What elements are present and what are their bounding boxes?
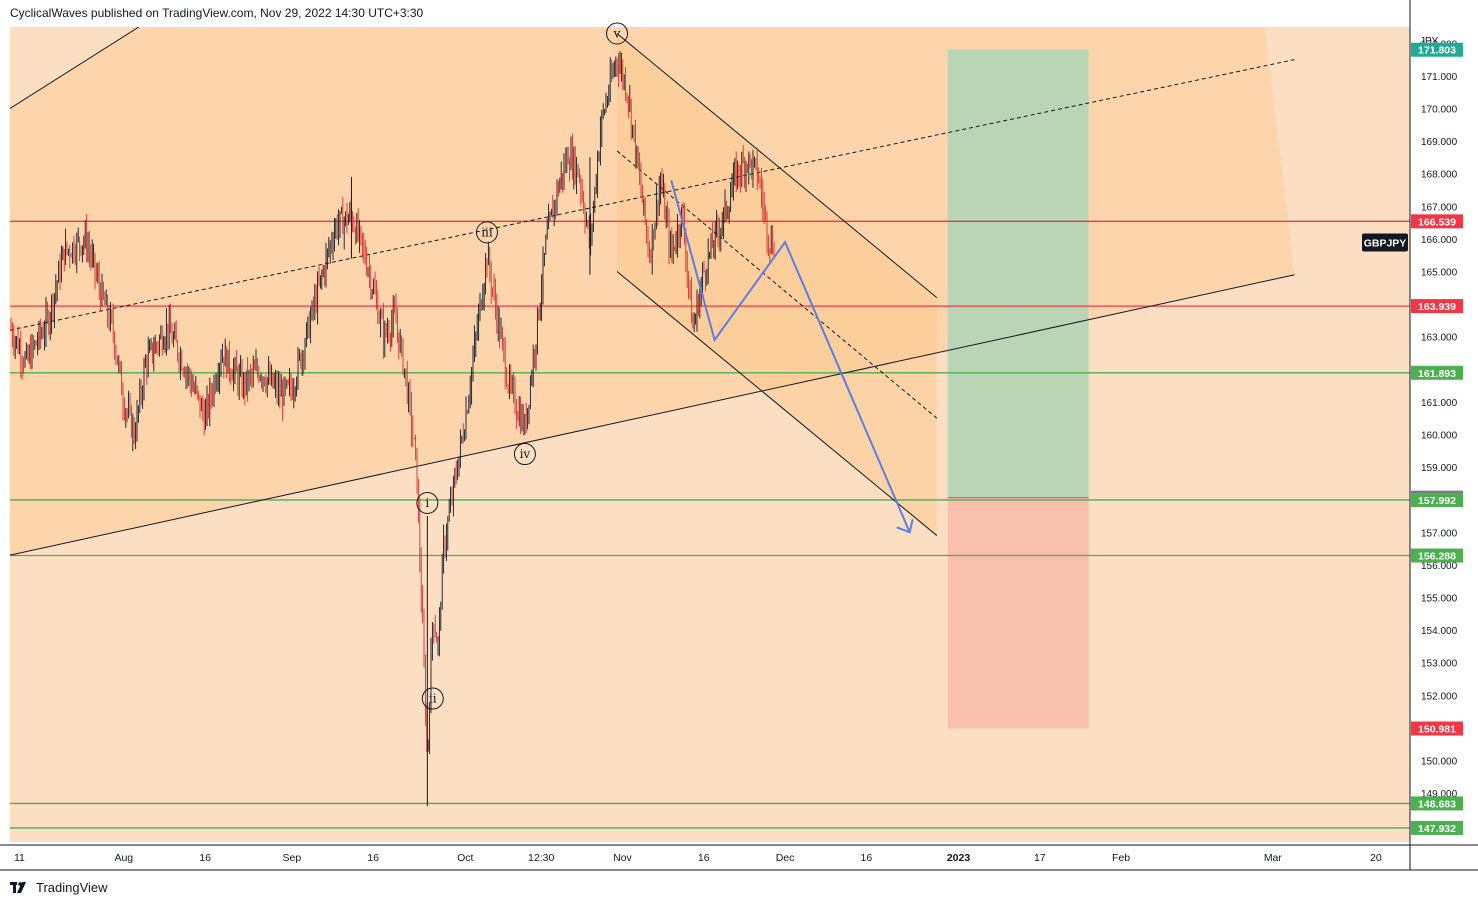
y-tick-label: 154.000	[1421, 626, 1458, 637]
falling-channel-upper	[616, 33, 938, 298]
tradingview-logo[interactable]: TradingView	[10, 880, 108, 895]
x-tick-label: 2023	[947, 852, 971, 864]
price-level-tag	[1411, 721, 1463, 736]
price-level-tag	[1411, 214, 1463, 229]
y-tick-label: 171.000	[1421, 72, 1458, 83]
projection	[670, 179, 914, 534]
y-tick-label: 170.000	[1421, 105, 1458, 116]
x-tick-label: Oct	[457, 852, 473, 864]
price-level-label: 171.803	[1418, 45, 1456, 57]
y-tick-label: 153.000	[1421, 659, 1458, 670]
price-level-tag	[1411, 365, 1463, 380]
price-level-label: 150.981	[1418, 724, 1456, 736]
rising-channel-upper	[10, 27, 140, 109]
x-tick-label: Aug	[114, 852, 133, 864]
price-level-label: 157.992	[1418, 495, 1456, 507]
price-level-label: 148.683	[1418, 798, 1456, 810]
falling-channel-lower	[616, 271, 938, 536]
tradingview-logo-icon	[10, 881, 26, 893]
wave-label-circle	[475, 221, 498, 244]
x-tick-label: Mar	[1264, 852, 1283, 864]
y-tick-label: 168.000	[1421, 170, 1458, 181]
y-tick-label: 152.000	[1421, 691, 1458, 702]
price-level-label: 166.539	[1418, 216, 1456, 228]
price-level-tag	[1411, 796, 1463, 811]
y-tick-label: 169.000	[1421, 137, 1458, 148]
symbol-tag	[1362, 233, 1408, 252]
stop-zone	[947, 497, 1089, 729]
x-tick-label: 16	[367, 852, 379, 864]
target-zone	[947, 49, 1089, 498]
price-level-label: 147.932	[1418, 823, 1456, 835]
wave-label-iv: iv	[513, 443, 536, 466]
wave-label-text: iv	[520, 447, 531, 461]
x-tick-label: Dec	[776, 852, 795, 864]
wave-label-circle	[513, 443, 536, 466]
x-tick-label: 17	[1034, 852, 1046, 864]
wave-label-text: i	[425, 496, 429, 510]
projection-path	[670, 179, 911, 533]
y-tick-label: 166.000	[1421, 235, 1458, 246]
time-axis[interactable]: 11 Aug 16 Sep 16 Oct 12:30 Nov 16 Dec 16 2023 17 Feb M…	[0, 844, 1478, 871]
x-tick-label: Sep	[282, 852, 301, 864]
x-tick-label: 20	[1370, 852, 1382, 864]
candles	[10, 51, 775, 807]
y-tick-label: 163.000	[1421, 333, 1458, 344]
x-tick-label: 16	[199, 852, 211, 864]
y-tick-label: 155.000	[1421, 594, 1458, 605]
price-level-label: 163.939	[1418, 301, 1456, 313]
projection-arrowhead	[896, 519, 914, 534]
wave-label-circle	[416, 491, 439, 514]
x-tick-label: 16	[698, 852, 710, 864]
x-tick-label: 12:30	[528, 852, 554, 864]
currency-label: JPY	[1420, 36, 1439, 47]
x-tick-label: Nov	[613, 852, 632, 864]
y-tick-label: 165.000	[1421, 268, 1458, 279]
price-level-tag	[1411, 548, 1463, 563]
wave-label-text: ii	[429, 692, 437, 706]
y-tick-label: 167.000	[1421, 202, 1458, 213]
y-tick-label: 156.000	[1421, 561, 1458, 572]
publisher-header: CyclicalWaves published on TradingView.c…	[10, 6, 424, 20]
position-boxes	[947, 49, 1089, 729]
x-tick-label: 11	[14, 852, 25, 864]
price-level-tag	[1411, 820, 1463, 835]
price-level-label: 156.288	[1418, 551, 1456, 563]
trend-lines	[10, 27, 1295, 556]
price-level-tag	[1411, 492, 1463, 507]
y-tick-label: 150.000	[1421, 757, 1458, 768]
rising-channel-lower	[10, 274, 1295, 556]
wave-label-i: i	[416, 491, 439, 514]
y-tick-label: 160.000	[1421, 431, 1458, 442]
price-level-label: 161.893	[1418, 368, 1456, 380]
rising-channel-mid	[10, 59, 1295, 331]
wave-label-ii: ii	[421, 687, 444, 710]
symbol-label: GBPJPY	[1364, 238, 1407, 250]
x-tick-label: Feb	[1112, 852, 1130, 864]
price-level-tag	[1411, 42, 1463, 57]
wave-label-text: iii	[481, 225, 493, 239]
wave-label-v: v	[606, 22, 629, 45]
y-tick-label: 149.000	[1421, 789, 1458, 800]
brand-name: TradingView	[36, 880, 108, 895]
price-level-tag	[1411, 299, 1463, 314]
wave-label-text: v	[613, 27, 621, 41]
y-tick-label: 157.000	[1421, 528, 1458, 539]
price-axis[interactable]: JPY149.000150.000151.000152.000153.00015…	[1362, 0, 1463, 870]
wave-label-circle	[421, 687, 444, 710]
x-tick-label: 16	[861, 852, 873, 864]
wave-label-circle	[606, 22, 629, 45]
y-tick-label: 159.000	[1421, 463, 1458, 474]
wave-label-iii: iii	[475, 221, 498, 244]
y-tick-label: 161.000	[1421, 398, 1458, 409]
